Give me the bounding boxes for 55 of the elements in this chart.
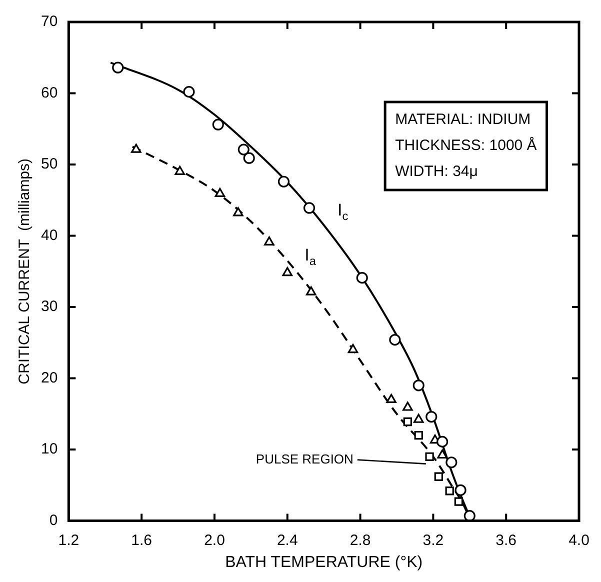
y-tick-label: 50 xyxy=(40,156,58,173)
y-tick-label: 0 xyxy=(49,512,58,529)
point xyxy=(386,394,396,403)
point xyxy=(464,510,476,521)
x-tick-label: 1.6 xyxy=(131,532,152,549)
y-tick-label: 30 xyxy=(40,298,58,316)
point xyxy=(112,62,124,74)
x-tick-label: 3.2 xyxy=(422,532,444,549)
point xyxy=(437,449,448,459)
point xyxy=(445,486,454,496)
point xyxy=(389,334,401,346)
x-tick-label: 3.6 xyxy=(496,532,517,549)
point xyxy=(436,436,448,448)
x-tick-label: 2.4 xyxy=(276,532,298,549)
annotation: THICKNESS: 1000 Å xyxy=(395,136,537,154)
point xyxy=(278,176,290,188)
point xyxy=(454,497,464,506)
point xyxy=(356,272,368,284)
point xyxy=(183,86,195,98)
point xyxy=(412,380,424,392)
point xyxy=(264,236,274,246)
point xyxy=(413,414,424,423)
point xyxy=(425,452,434,462)
point xyxy=(454,484,466,496)
point xyxy=(403,417,412,426)
y-tick-label: 70 xyxy=(40,13,58,30)
y-tick-label: 60 xyxy=(40,84,58,102)
x-tick-label: 4.0 xyxy=(568,532,590,549)
x-axis-title: BATH TEMPERATURE (°K) xyxy=(225,554,423,571)
y-axis-title: CRITICAL CURRENT (milliamps) xyxy=(16,158,34,384)
x-tick-label: 2.0 xyxy=(204,532,225,549)
point xyxy=(174,166,185,175)
point xyxy=(233,207,244,216)
y-tick-label: 20 xyxy=(40,369,58,386)
annotation: MATERIAL: INDIUM xyxy=(395,111,531,128)
point xyxy=(238,144,250,156)
point xyxy=(303,202,316,214)
point xyxy=(130,144,142,153)
point xyxy=(434,472,443,481)
x-tick-label: 2.8 xyxy=(350,532,371,549)
point xyxy=(414,430,423,440)
y-tick-label: 40 xyxy=(40,226,58,244)
y-tick-label: 10 xyxy=(40,440,58,458)
point xyxy=(348,344,358,354)
point xyxy=(214,188,226,198)
point xyxy=(282,267,293,276)
point xyxy=(446,456,458,468)
point xyxy=(212,118,224,130)
point xyxy=(426,410,438,423)
point xyxy=(243,152,255,164)
point xyxy=(402,402,413,411)
point xyxy=(306,286,316,296)
annotation: PULSE REGION xyxy=(256,451,354,466)
annotation: WIDTH: 34μ xyxy=(395,163,478,180)
x-tick-label: 1.2 xyxy=(58,532,80,549)
